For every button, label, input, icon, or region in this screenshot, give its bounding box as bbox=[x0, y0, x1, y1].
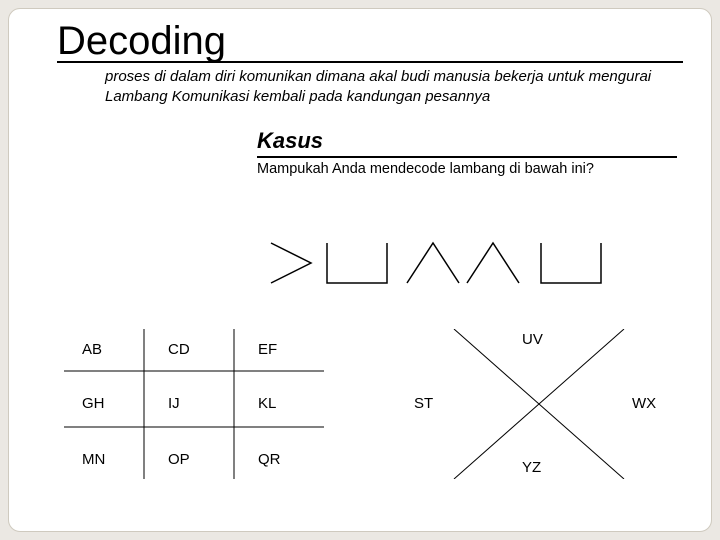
slide-card: Decoding proses di dalam diri komunikan … bbox=[8, 8, 712, 532]
kasus-section: Kasus Mampukah Anda mendecode lambang di… bbox=[57, 128, 683, 177]
tic-cell: GH bbox=[82, 395, 105, 412]
x-cell: UV bbox=[522, 331, 543, 348]
tic-cell: CD bbox=[168, 341, 190, 358]
kasus-subtext: Mampukah Anda mendecode lambang di bawah… bbox=[257, 161, 683, 177]
tic-cell: EF bbox=[258, 341, 277, 358]
slide-title: Decoding bbox=[57, 21, 683, 63]
grids-row: AB CD EF GH IJ KL MN OP QR UV ST WX YZ bbox=[64, 329, 684, 499]
symbols-svg bbox=[269, 241, 609, 287]
x-cell: YZ bbox=[522, 459, 541, 476]
tic-cell: AB bbox=[82, 341, 102, 358]
tic-cell: QR bbox=[258, 451, 281, 468]
tic-cell: KL bbox=[258, 395, 276, 412]
tic-cell: MN bbox=[82, 451, 105, 468]
x-grid-svg bbox=[414, 329, 664, 479]
tic-cell: OP bbox=[168, 451, 190, 468]
tic-cell: IJ bbox=[168, 395, 180, 412]
kasus-heading: Kasus bbox=[257, 128, 677, 158]
x-cell: WX bbox=[632, 395, 656, 412]
x-cell: ST bbox=[414, 395, 433, 412]
symbol-row bbox=[269, 241, 609, 292]
slide-description: proses di dalam diri komunikan dimana ak… bbox=[57, 67, 683, 106]
